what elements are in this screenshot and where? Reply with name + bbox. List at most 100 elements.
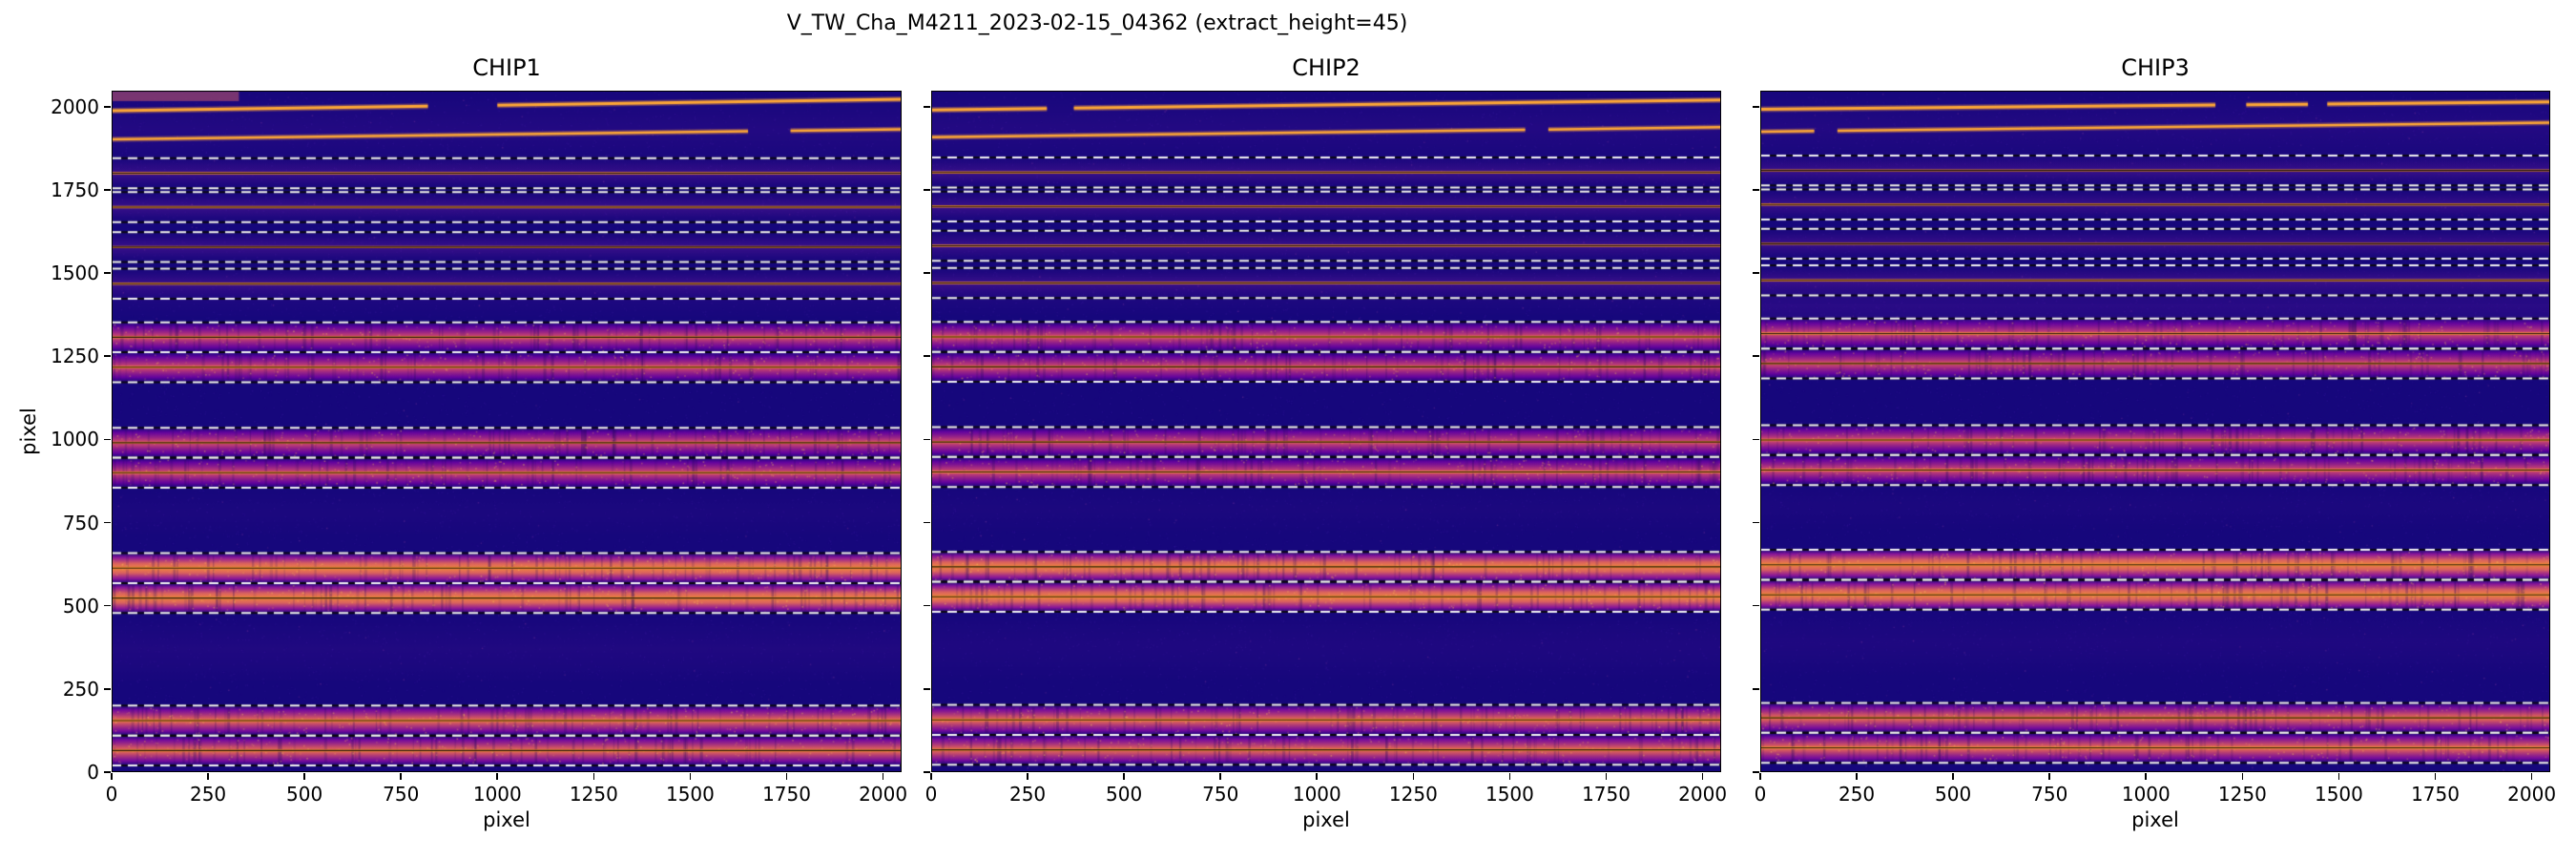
x-tick-mark: [2048, 773, 2051, 780]
y-tick-mark: [104, 105, 111, 108]
x-tick-label: 1000: [1292, 783, 1341, 806]
y-tick-mark: [104, 189, 111, 191]
y-axis-label: pixel: [17, 408, 40, 455]
chip2-panel: CHIP2 pixel 0 250 500 750 1000 1250 1500 1750 20…: [924, 54, 1727, 831]
x-tick-label: 1750: [762, 783, 811, 806]
x-tick-mark: [1316, 773, 1319, 780]
x-tick-label: 2000: [1678, 783, 1728, 806]
y-tick-label: 250: [62, 677, 99, 701]
x-tick-label: 0: [924, 783, 938, 806]
y-tick-mark: [1753, 105, 1759, 108]
x-tick-mark: [2241, 773, 2244, 780]
y-tick-mark: [104, 604, 111, 607]
y-tick-mark: [924, 604, 930, 607]
x-tick-mark: [592, 773, 595, 780]
chip3-title: CHIP3: [2121, 54, 2190, 81]
x-tick-mark: [2337, 773, 2340, 780]
y-tick-label: 1000: [51, 428, 99, 451]
x-tick-label: 1250: [1388, 783, 1438, 806]
y-tick-label: 0: [87, 761, 99, 784]
y-tick-mark: [924, 272, 930, 274]
y-tick-mark: [924, 189, 930, 191]
figure-title: V_TW_Cha_M4211_2023-02-15_04362 (extract…: [786, 11, 1408, 35]
x-tick-label: 750: [383, 783, 420, 806]
x-tick-mark: [496, 773, 499, 780]
x-tick-mark: [303, 773, 305, 780]
x-tick-mark: [2530, 773, 2533, 780]
x-tick-label: 1000: [472, 783, 522, 806]
y-tick-mark: [1753, 272, 1759, 274]
y-tick-mark: [1753, 521, 1759, 524]
y-tick-mark: [104, 355, 111, 357]
y-tick-label: 1250: [51, 345, 99, 368]
x-tick-mark: [882, 773, 884, 780]
y-tick-mark: [1753, 771, 1759, 773]
chip2-title: CHIP2: [1292, 54, 1361, 81]
y-tick-mark: [924, 688, 930, 690]
x-tick-mark: [1027, 773, 1028, 780]
x-tick-label: 1250: [2217, 783, 2267, 806]
y-tick-mark: [924, 521, 930, 524]
x-tick-label: 500: [1106, 783, 1143, 806]
chip2-spectral-image: [931, 91, 1721, 772]
x-tick-mark: [1759, 773, 1761, 780]
x-tick-mark: [689, 773, 692, 780]
y-tick-mark: [924, 355, 930, 357]
y-tick-mark: [104, 272, 111, 274]
y-tick-label: 2000: [51, 94, 99, 118]
x-tick-mark: [1856, 773, 1858, 780]
x-tick-label: 2000: [2507, 783, 2557, 806]
y-tick-label: 750: [62, 511, 99, 534]
y-tick-mark: [924, 105, 930, 108]
x-tick-mark: [1508, 773, 1511, 780]
x-tick-label: 500: [286, 783, 323, 806]
chip3-panel: CHIP3 pixel 0 250 500 750 1000 1250 1500 1750 20…: [1753, 54, 2556, 831]
chip1-title: CHIP1: [472, 54, 541, 81]
x-tick-label: 500: [1935, 783, 1972, 806]
chip1-x-axis-label: pixel: [483, 808, 530, 831]
x-tick-label: 1500: [2314, 783, 2363, 806]
x-tick-mark: [930, 773, 932, 780]
chip2-x-axis-label: pixel: [1302, 808, 1350, 831]
chip1-panel: CHIP1 pixel 0 250 500 750 1000 1250 1500 1750 20…: [51, 54, 907, 831]
y-tick-mark: [104, 688, 111, 690]
x-tick-label: 2000: [859, 783, 908, 806]
x-tick-label: 1000: [2121, 783, 2171, 806]
y-tick-label: 1750: [51, 178, 99, 201]
chip1-spectral-image: [112, 91, 902, 772]
y-tick-mark: [104, 521, 111, 524]
chip3-spectral-image: [1760, 91, 2550, 772]
y-tick-mark: [1753, 189, 1759, 191]
x-tick-label: 750: [1202, 783, 1239, 806]
y-tick-mark: [1753, 438, 1759, 441]
x-tick-mark: [785, 773, 788, 780]
chip3-x-axis-label: pixel: [2131, 808, 2179, 831]
x-tick-mark: [2434, 773, 2437, 780]
y-tick-mark: [1753, 604, 1759, 607]
x-tick-mark: [1952, 773, 1954, 780]
x-tick-mark: [1123, 773, 1125, 780]
x-tick-mark: [2145, 773, 2148, 780]
x-tick-label: 1500: [665, 783, 715, 806]
x-tick-label: 250: [189, 783, 227, 806]
y-tick-mark: [1753, 355, 1759, 357]
x-tick-label: 1250: [569, 783, 618, 806]
x-tick-mark: [400, 773, 403, 780]
y-tick-mark: [1753, 688, 1759, 690]
y-tick-mark: [924, 771, 930, 773]
x-tick-mark: [1701, 773, 1704, 780]
x-tick-mark: [207, 773, 209, 780]
x-tick-label: 750: [2031, 783, 2068, 806]
y-tick-mark: [104, 438, 111, 441]
y-tick-mark: [924, 438, 930, 441]
y-tick-mark: [104, 771, 111, 773]
x-tick-label: 0: [1754, 783, 1767, 806]
x-tick-label: 1500: [1485, 783, 1534, 806]
x-tick-label: 250: [1008, 783, 1047, 806]
x-tick-mark: [1605, 773, 1608, 780]
y-tick-label: 500: [62, 594, 99, 618]
x-tick-mark: [1219, 773, 1222, 780]
x-tick-label: 0: [105, 783, 118, 806]
x-tick-mark: [1412, 773, 1415, 780]
